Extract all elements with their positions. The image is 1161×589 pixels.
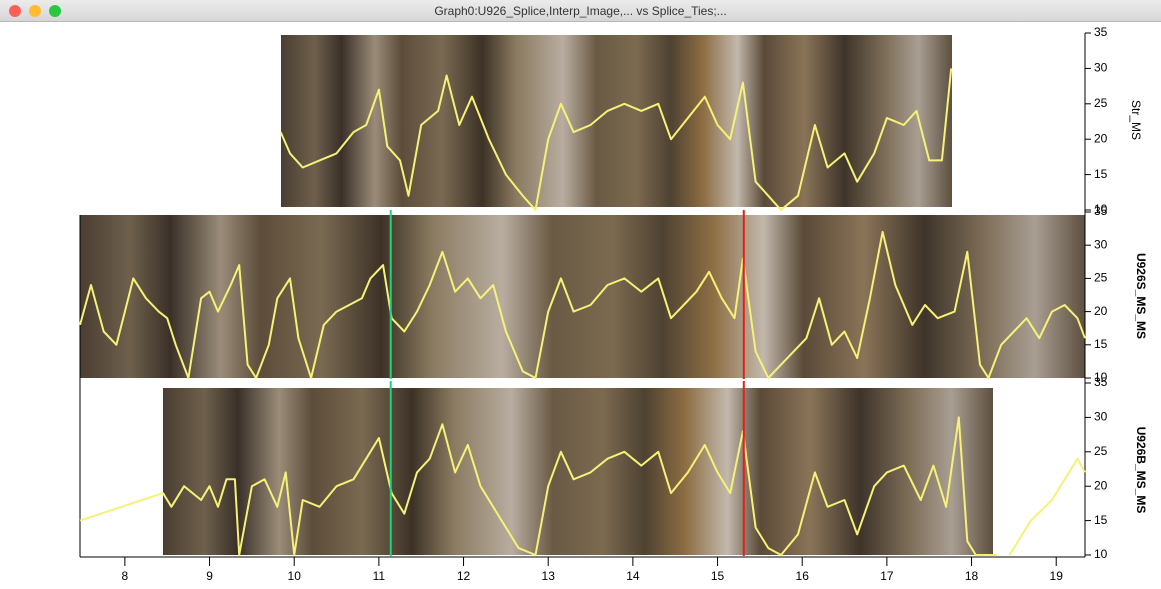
y-tick-label: 20: [1094, 478, 1108, 492]
data-line: [79, 416, 1086, 556]
y-tick-label: 25: [1094, 271, 1108, 285]
x-tick-label: 13: [542, 569, 556, 583]
window-title: Graph0:U926_Splice,Interp_Image,... vs S…: [434, 4, 727, 18]
y-tick-label: 10: [1094, 370, 1108, 384]
y-tick-label: 35: [1094, 25, 1108, 39]
core-image: [80, 215, 1085, 378]
x-tick-label: 14: [626, 569, 640, 583]
x-tick-label: 15: [711, 569, 725, 583]
y-tick-label: 15: [1094, 337, 1108, 351]
x-tick-label: 8: [122, 569, 129, 583]
x-tick-label: 19: [1050, 569, 1064, 583]
y-tick-label: 10: [1094, 202, 1108, 216]
x-tick-label: 16: [796, 569, 810, 583]
x-tick-label: 17: [880, 569, 894, 583]
zoom-button[interactable]: [49, 5, 61, 17]
y-tick-label: 15: [1094, 167, 1108, 181]
y-tick-label: 30: [1094, 61, 1108, 75]
x-tick-label: 12: [457, 569, 471, 583]
y-tick-label: 20: [1094, 304, 1108, 318]
y-axis-label: U926S_MS_MS: [1134, 253, 1148, 339]
y-tick-label: 20: [1094, 131, 1108, 145]
data-line: [279, 68, 953, 211]
y-tick-label: 35: [1094, 375, 1108, 389]
x-tick-label: 11: [373, 569, 386, 583]
data-line: [79, 230, 1086, 379]
close-button[interactable]: [9, 5, 21, 17]
title-bar: Graph0:U926_Splice,Interp_Image,... vs S…: [0, 0, 1161, 22]
y-tick-label: 25: [1094, 96, 1108, 110]
core-image: [281, 35, 952, 207]
y-tick-label: 30: [1094, 410, 1108, 424]
x-tick-label: 10: [288, 569, 302, 583]
y-tick-label: 25: [1094, 444, 1108, 458]
minimize-button[interactable]: [29, 5, 41, 17]
x-tick-label: 18: [965, 569, 979, 583]
y-tick-label: 30: [1094, 237, 1108, 251]
y-tick-label: 35: [1094, 204, 1108, 218]
y-axis-label: Str_MS: [1129, 100, 1143, 140]
core-image: [163, 388, 993, 555]
y-tick-label: 15: [1094, 513, 1108, 527]
y-tick-label: 10: [1094, 547, 1108, 561]
y-axis-label: U926B_MS_MS: [1134, 427, 1148, 514]
x-tick-label: 9: [206, 569, 213, 583]
